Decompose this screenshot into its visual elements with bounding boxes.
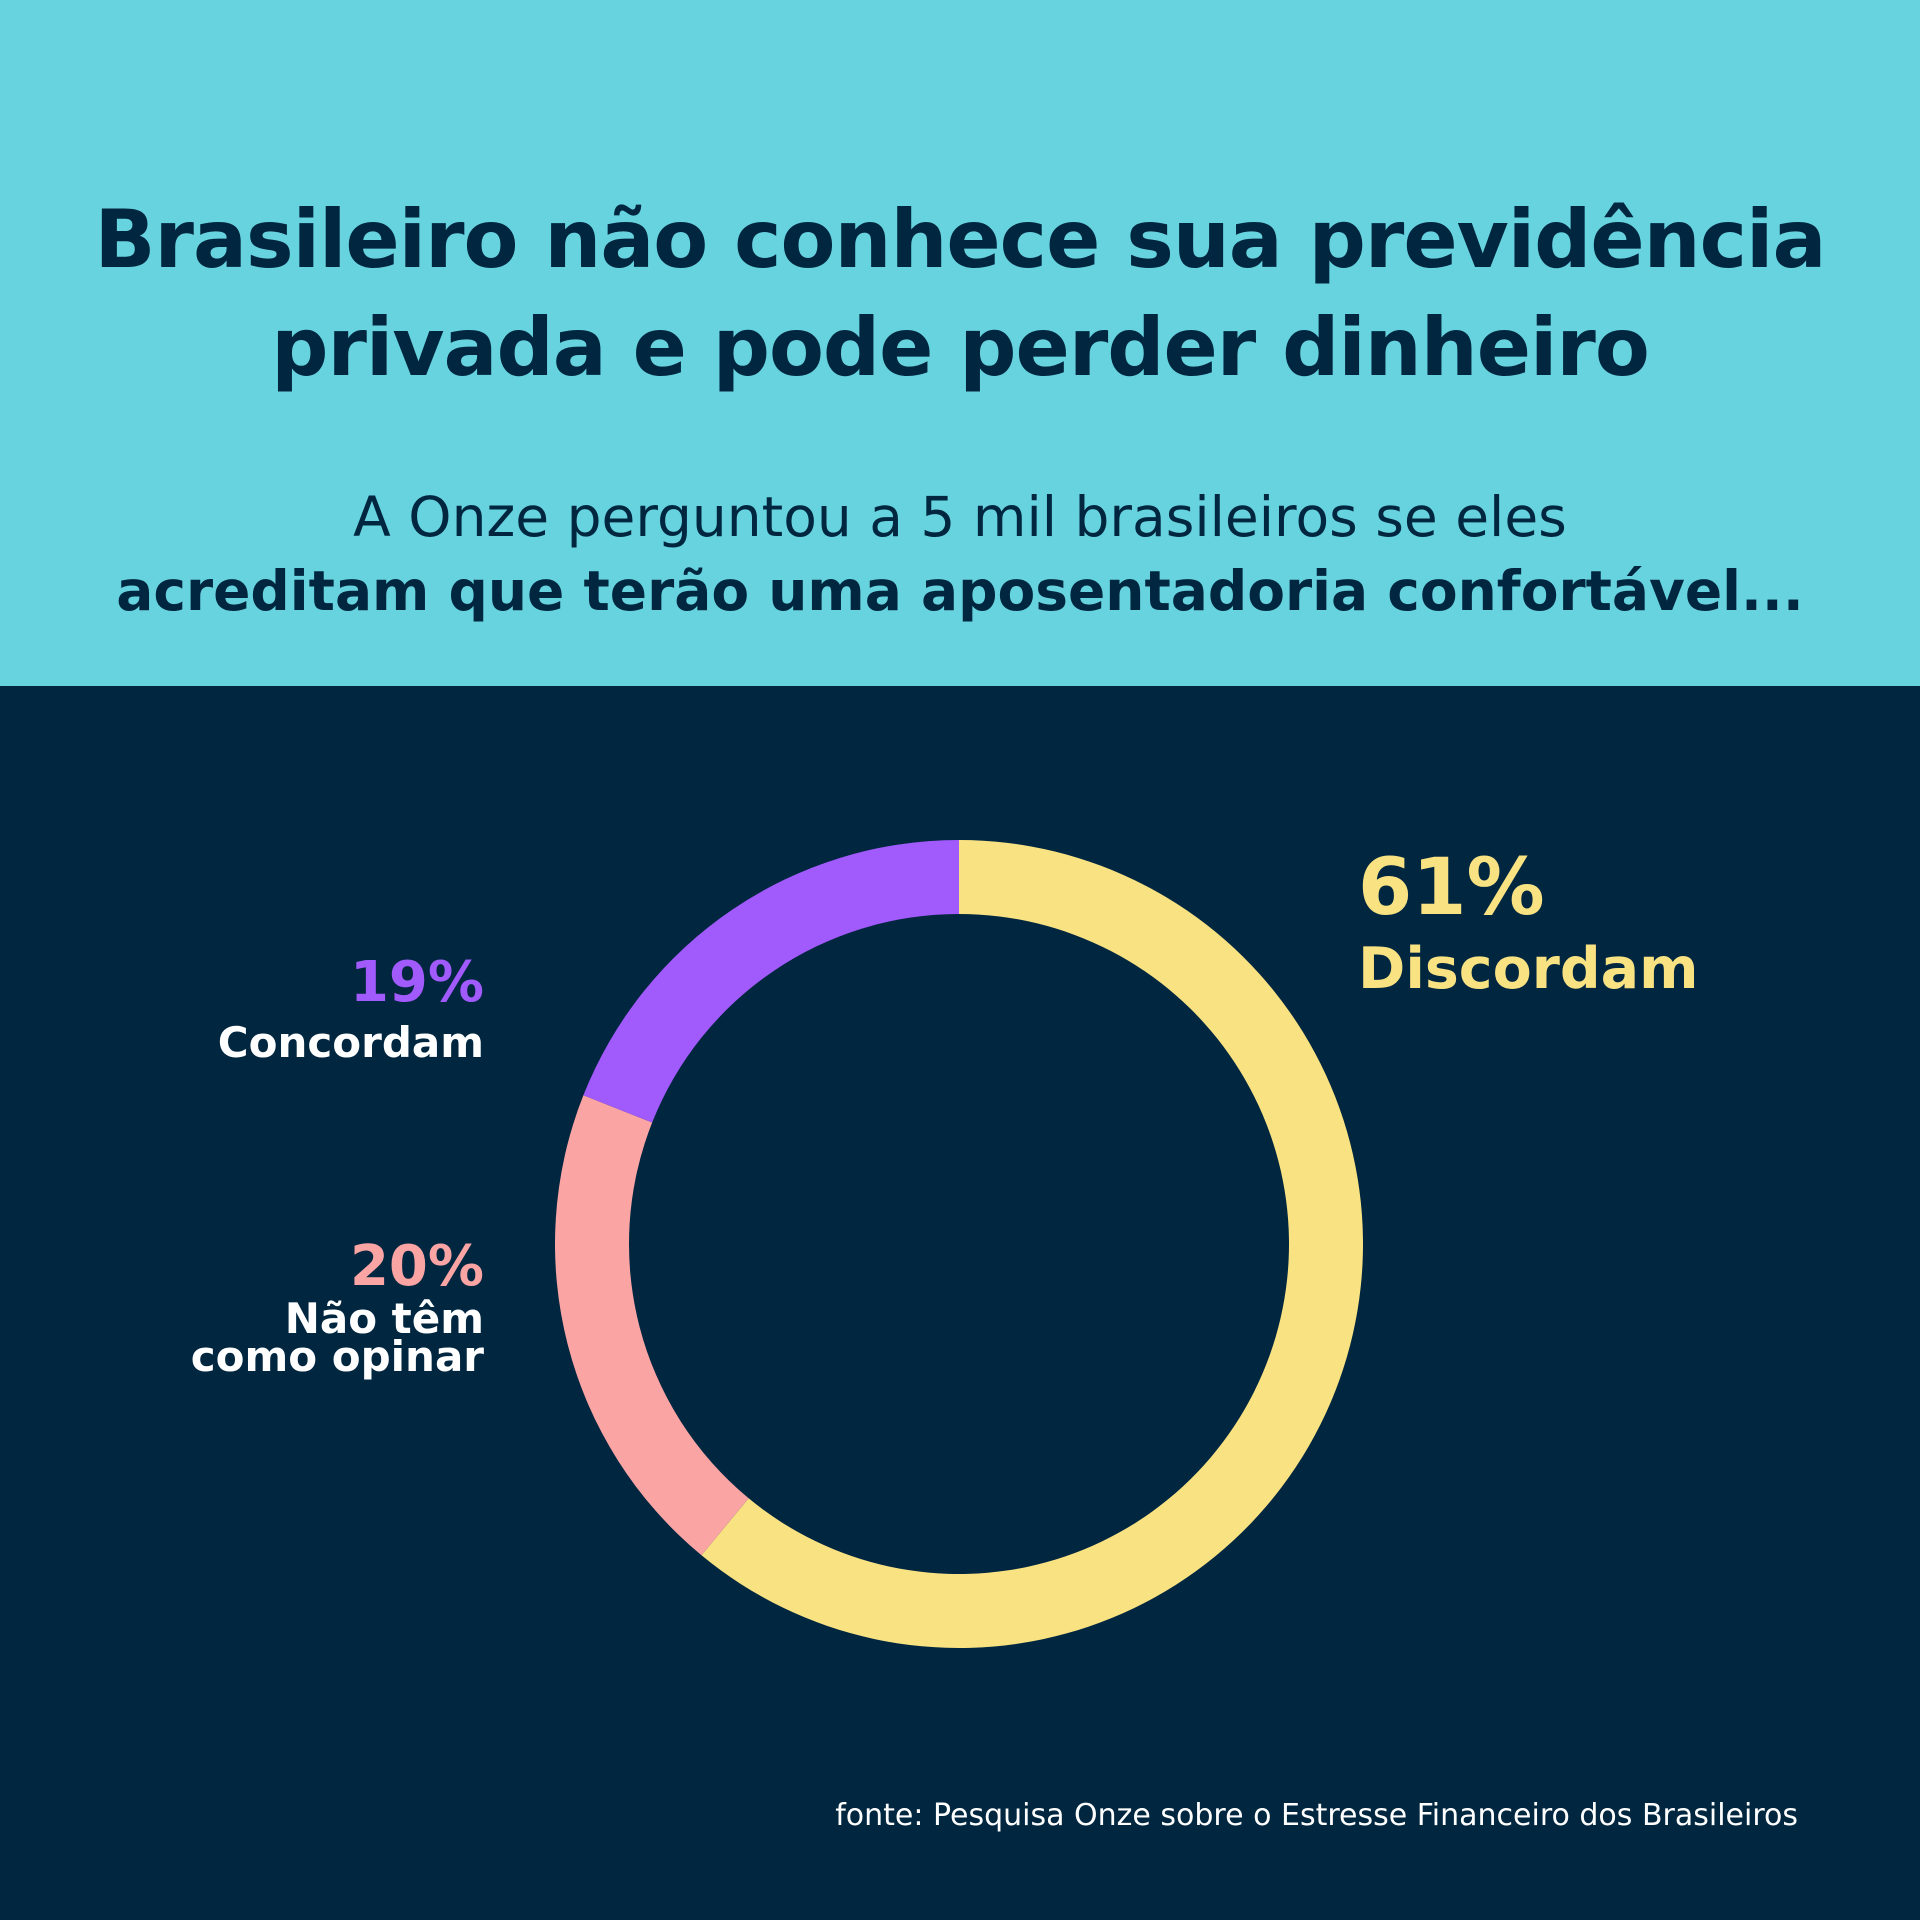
donut-slice-concordam: [583, 840, 959, 1123]
title-line-1: Brasileiro não conhece sua previdência: [94, 193, 1827, 286]
nao-tem-label: Não têm como opinar: [120, 1294, 484, 1381]
header-banner: Brasileiro não conhece sua previdência p…: [0, 0, 1920, 686]
concordam-label: Concordam: [217, 1018, 484, 1067]
chart-area: 61% Discordam 19% Concordam 20% Não têm …: [0, 686, 1920, 1920]
page-title: Brasileiro não conhece sua previdência p…: [0, 186, 1920, 402]
legend-discordam: 61% Discordam: [1358, 841, 1699, 1003]
subtitle: A Onze perguntou a 5 mil brasileiros se …: [0, 480, 1920, 628]
title-line-2: privada e pode perder dinheiro: [271, 301, 1650, 394]
source-note: fonte: Pesquisa Onze sobre o Estresse Fi…: [835, 1798, 1798, 1833]
legend-concordam: 19% Concordam: [120, 950, 484, 1070]
nao-tem-percent: 20%: [349, 1234, 484, 1299]
discordam-label: Discordam: [1358, 936, 1699, 1002]
nao-tem-label-line-1: Não têm: [284, 1294, 484, 1343]
donut-slice-nao_tem: [554, 1095, 749, 1556]
concordam-percent: 19%: [349, 950, 484, 1015]
donut-chart: [554, 840, 1363, 1648]
discordam-percent: 61%: [1358, 843, 1545, 933]
nao-tem-label-line-2: como opinar: [190, 1332, 484, 1381]
donut-slice-discordam: [701, 840, 1363, 1648]
subtitle-line-1: A Onze perguntou a 5 mil brasileiros se …: [353, 485, 1567, 549]
subtitle-line-2: acreditam que terão uma aposentadoria co…: [116, 559, 1804, 623]
legend-nao-tem: 20% Não têm como opinar: [120, 1234, 484, 1381]
